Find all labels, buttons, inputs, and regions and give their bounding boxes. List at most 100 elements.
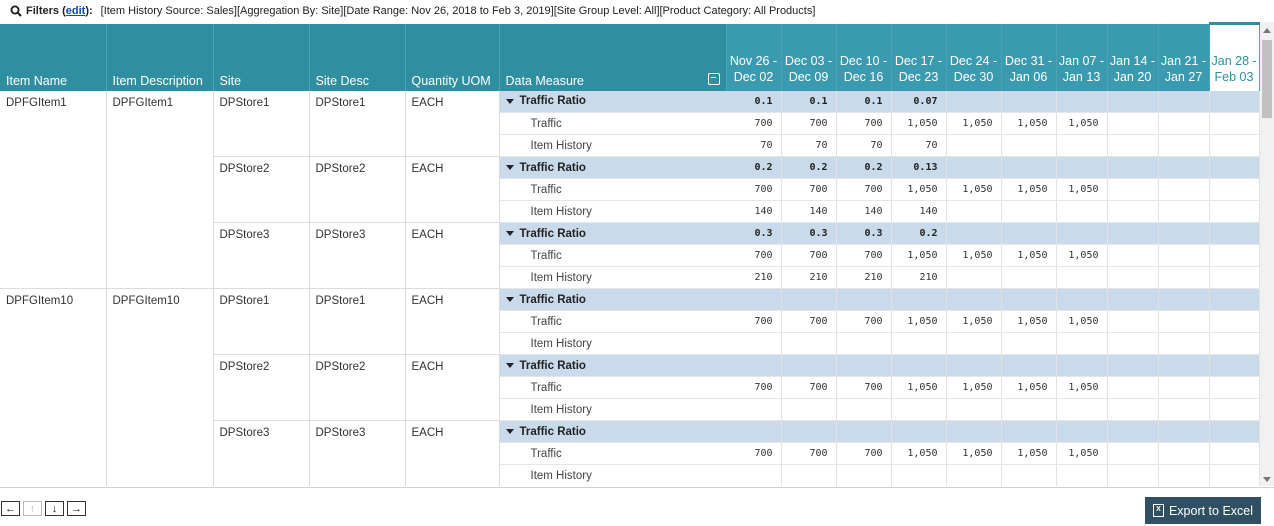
cell-value[interactable] — [1209, 398, 1260, 421]
cell-value[interactable] — [1158, 376, 1210, 399]
cell-value[interactable] — [1001, 420, 1057, 443]
cell-value[interactable]: 140 — [836, 200, 892, 223]
cell-value[interactable] — [1056, 288, 1108, 311]
col-header-date[interactable]: Dec 17 - Dec 23 — [891, 23, 947, 91]
expand-caret-icon[interactable] — [505, 230, 514, 236]
cell-value[interactable] — [1158, 156, 1210, 179]
cell-value[interactable] — [1107, 134, 1159, 157]
col-header-date[interactable]: Dec 31 - Jan 06 — [1001, 23, 1057, 91]
cell-value[interactable] — [1056, 134, 1108, 157]
cell-value[interactable] — [891, 464, 947, 486]
cell-value[interactable]: 700 — [726, 376, 782, 399]
cell-value[interactable] — [1158, 244, 1210, 267]
cell-value[interactable] — [1056, 200, 1108, 223]
cell-value[interactable]: 1,050 — [946, 310, 1002, 333]
cell-value[interactable] — [1107, 156, 1159, 179]
cell-value[interactable] — [781, 464, 837, 486]
cell-value[interactable]: 0.1 — [781, 90, 837, 113]
expand-caret-icon[interactable] — [505, 98, 514, 104]
cell-value[interactable] — [726, 464, 782, 486]
cell-value[interactable]: 1,050 — [1001, 178, 1057, 201]
expand-caret-icon[interactable] — [505, 428, 514, 434]
col-header-date[interactable]: Dec 10 - Dec 16 — [836, 23, 892, 91]
cell-value[interactable]: 0.13 — [891, 156, 947, 179]
cell-value[interactable] — [726, 288, 782, 311]
cell-value[interactable] — [1056, 332, 1108, 355]
cell-value[interactable] — [1209, 112, 1260, 135]
cell-value[interactable] — [1001, 222, 1057, 245]
cell-value[interactable] — [891, 332, 947, 355]
cell-value[interactable] — [1001, 200, 1057, 223]
cell-data-measure[interactable]: Traffic Ratio — [499, 222, 726, 245]
cell-value[interactable] — [1158, 420, 1210, 443]
cell-value[interactable] — [836, 288, 892, 311]
col-header-date[interactable]: Jan 21 - Jan 27 — [1158, 23, 1210, 91]
cell-value[interactable] — [1158, 90, 1210, 113]
col-header-date[interactable]: Jan 28 - Feb 03 — [1209, 22, 1260, 91]
cell-value[interactable] — [1107, 178, 1159, 201]
cell-value[interactable] — [1107, 464, 1159, 486]
export-to-excel-button[interactable]: X Export to Excel — [1145, 497, 1261, 524]
cell-value[interactable] — [891, 398, 947, 421]
cell-value[interactable] — [1001, 464, 1057, 486]
col-header-item-name[interactable]: Item Name — [0, 23, 107, 91]
cell-value[interactable]: 1,050 — [1056, 178, 1108, 201]
cell-value[interactable] — [1209, 134, 1260, 157]
cell-value[interactable] — [946, 398, 1002, 421]
cell-value[interactable] — [1209, 376, 1260, 399]
cell-value[interactable] — [1107, 332, 1159, 355]
edit-filters-link[interactable]: edit — [65, 5, 86, 17]
cell-value[interactable] — [1056, 90, 1108, 113]
cell-value[interactable] — [946, 354, 1002, 377]
cell-value[interactable]: 70 — [781, 134, 837, 157]
cell-value[interactable] — [1209, 222, 1260, 245]
cell-value[interactable] — [1158, 442, 1210, 465]
cell-value[interactable] — [1107, 90, 1159, 113]
cell-value[interactable]: 700 — [726, 112, 782, 135]
cell-value[interactable] — [1107, 266, 1159, 289]
cell-value[interactable] — [781, 420, 837, 443]
cell-value[interactable] — [1158, 310, 1210, 333]
cell-value[interactable] — [1107, 200, 1159, 223]
cell-value[interactable] — [891, 354, 947, 377]
cell-value[interactable]: 1,050 — [946, 178, 1002, 201]
cell-value[interactable]: 0.2 — [781, 156, 837, 179]
cell-value[interactable]: 700 — [726, 442, 782, 465]
cell-value[interactable] — [1107, 222, 1159, 245]
cell-data-measure[interactable]: Traffic Ratio — [499, 420, 726, 443]
cell-value[interactable]: 140 — [891, 200, 947, 223]
cell-value[interactable]: 1,050 — [946, 112, 1002, 135]
cell-value[interactable] — [1209, 464, 1260, 486]
cell-value[interactable] — [1158, 112, 1210, 135]
cell-value[interactable] — [1158, 354, 1210, 377]
cell-value[interactable] — [1001, 354, 1057, 377]
cell-value[interactable] — [836, 398, 892, 421]
cell-value[interactable]: 70 — [836, 134, 892, 157]
col-header-site[interactable]: Site — [213, 23, 310, 91]
cell-value[interactable]: 700 — [781, 310, 837, 333]
col-header-item-description[interactable]: Item Description — [106, 23, 214, 91]
cell-value[interactable]: 1,050 — [891, 310, 947, 333]
nav-left-button[interactable]: ← — [1, 501, 20, 516]
cell-value[interactable]: 1,050 — [1056, 112, 1108, 135]
cell-value[interactable]: 700 — [781, 442, 837, 465]
cell-value[interactable] — [891, 420, 947, 443]
cell-value[interactable] — [1158, 332, 1210, 355]
cell-value[interactable] — [781, 332, 837, 355]
cell-value[interactable] — [726, 420, 782, 443]
cell-value[interactable] — [1158, 134, 1210, 157]
scroll-thumb[interactable] — [1262, 40, 1272, 118]
cell-value[interactable] — [1158, 266, 1210, 289]
cell-value[interactable] — [726, 398, 782, 421]
cell-value[interactable]: 0.2 — [726, 156, 782, 179]
expand-caret-icon[interactable] — [505, 362, 514, 368]
cell-value[interactable] — [946, 464, 1002, 486]
cell-value[interactable]: 1,050 — [1001, 442, 1057, 465]
cell-value[interactable] — [1001, 134, 1057, 157]
cell-value[interactable]: 700 — [781, 178, 837, 201]
cell-value[interactable] — [781, 398, 837, 421]
cell-value[interactable] — [836, 332, 892, 355]
cell-value[interactable]: 0.3 — [726, 222, 782, 245]
cell-value[interactable] — [1001, 266, 1057, 289]
cell-value[interactable] — [1056, 222, 1108, 245]
